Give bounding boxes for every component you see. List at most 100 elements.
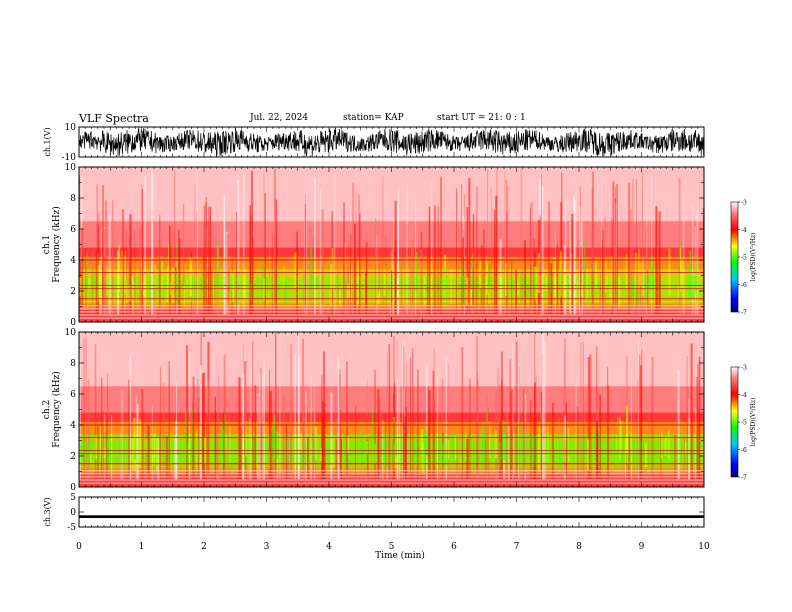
spectrogram-streak	[589, 354, 592, 480]
spectrogram-streak	[461, 264, 463, 289]
spectrogram-streak	[485, 425, 487, 480]
spectrogram-streak	[566, 436, 569, 455]
y-axis-label: Frequency (kHz)	[51, 206, 62, 283]
spectrogram-streak	[129, 355, 132, 480]
spectrogram-streak	[599, 394, 602, 480]
spectrogram-streak	[465, 431, 467, 461]
spectrogram-streak	[374, 218, 377, 315]
colorbar-tick-label: -4	[741, 227, 747, 234]
spectrogram-streak	[597, 428, 601, 469]
spectrogram-streak	[547, 423, 549, 464]
spectrogram-streak	[141, 270, 143, 315]
y-tick-label: 10	[65, 123, 77, 133]
spectrogram-streak	[601, 181, 603, 315]
spectrogram-streak	[310, 375, 312, 480]
spectrogram-streak	[383, 268, 386, 297]
spectrogram-streak	[83, 338, 85, 480]
spectrogram-streak	[263, 360, 266, 480]
spectrogram-streak	[526, 285, 529, 298]
spectrogram-streak	[178, 238, 181, 315]
y-axis-label: ch.3(V)	[43, 497, 52, 526]
spectrogram-streak	[106, 373, 109, 480]
spectrogram-streak	[346, 361, 348, 480]
spectrogram-streak	[505, 184, 507, 315]
spectrogram-streak	[206, 379, 208, 480]
spectrogram-streak	[217, 376, 220, 480]
spectrogram-streak	[559, 251, 562, 298]
spectrogram-streak	[576, 406, 579, 480]
spectrogram-streak	[120, 437, 123, 480]
spectrogram-streak	[355, 405, 357, 480]
spectrogram-streak	[121, 250, 123, 298]
spectrogram-streak	[441, 445, 444, 464]
spectrogram-streak	[202, 372, 205, 480]
spectrogram-streak	[216, 242, 219, 286]
spectrogram-streak	[103, 410, 105, 480]
spectrogram-streak	[507, 185, 509, 315]
spectrogram-streak	[696, 377, 699, 480]
colorbar-tick-label: -5	[741, 420, 747, 427]
spectrogram-streak	[622, 421, 625, 464]
spectrogram-streak	[691, 275, 694, 300]
spectrogram-streak	[445, 357, 447, 480]
spectrogram-streak	[265, 277, 268, 293]
spectrogram-streak	[618, 277, 621, 308]
spectrogram-streak	[564, 338, 566, 480]
spectrogram-streak	[283, 265, 285, 289]
spectrogram-streak	[259, 367, 262, 480]
spectrogram-streak	[341, 457, 343, 473]
spectrogram-streak	[189, 258, 192, 297]
date-label: Jul. 22, 2024	[250, 113, 309, 123]
spectrogram-streak	[289, 343, 293, 480]
x-tick-label: 6	[451, 542, 457, 552]
spectrogram-streak	[533, 268, 536, 290]
spectrogram-streak	[645, 443, 647, 468]
spectrogram-streak	[225, 433, 227, 454]
spectrogram-streak	[186, 444, 188, 472]
spectrogram-streak	[582, 341, 584, 480]
spectrogram-streak	[687, 266, 690, 301]
spectrogram-streak	[250, 345, 252, 480]
spectrogram-streak	[689, 250, 692, 297]
spectrogram-streak	[139, 418, 141, 458]
spectrogram-streak	[231, 210, 233, 315]
spectrogram-streak	[111, 415, 113, 480]
spectrogram-streak	[650, 258, 654, 286]
spectrogram-streak	[321, 375, 323, 480]
spectrogram-streak	[141, 388, 144, 480]
spectrogram-streak	[134, 459, 137, 471]
spectrogram-streak	[214, 236, 217, 315]
spectrogram-streak	[242, 373, 245, 480]
spectrogram-streak	[688, 436, 690, 473]
spectrogram-streak	[438, 407, 440, 480]
spectrogram-streak	[698, 356, 701, 480]
spectrogram-streak	[132, 439, 135, 470]
spectrogram-streak	[297, 333, 300, 480]
y-tick-label: 2	[70, 287, 76, 297]
spectrogram-streak	[88, 277, 91, 291]
spectrogram-streak	[96, 184, 98, 315]
spectrogram-streak	[518, 366, 520, 480]
spectrogram-streak	[679, 247, 682, 292]
spectrogram-streak	[387, 437, 389, 480]
x-tick-label: 9	[639, 542, 645, 552]
colorbar	[730, 366, 739, 478]
spectrogram-streak	[547, 201, 550, 315]
spectrogram-streak	[252, 341, 254, 480]
spectrogram-streak	[631, 178, 634, 315]
spectrogram-streak	[222, 429, 224, 463]
spectrogram-streak	[128, 379, 130, 480]
spectrogram-streak	[580, 342, 582, 480]
spectrogram-streak	[586, 268, 589, 300]
x-tick-label: 5	[389, 542, 395, 552]
spectrogram-streak	[105, 419, 108, 480]
spectrogram-streak	[245, 420, 248, 457]
spectrogram-streak	[224, 413, 226, 452]
spectrogram-streak	[428, 206, 431, 315]
spectrogram-streak	[515, 341, 518, 480]
spectrogram-streak	[103, 227, 106, 315]
spectrogram-streak	[230, 271, 233, 289]
spectrogram-streak	[186, 345, 189, 480]
spectrogram-streak	[277, 266, 279, 298]
spectrogram-streak	[176, 243, 178, 289]
